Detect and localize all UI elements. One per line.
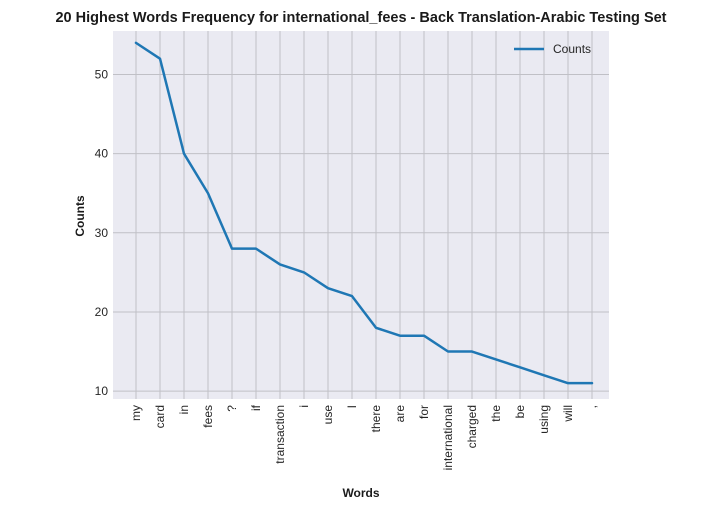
x-tick-label: in bbox=[177, 405, 191, 414]
series-line-counts bbox=[134, 41, 594, 385]
x-tick-label: charged bbox=[465, 405, 479, 448]
x-tick-label: be bbox=[513, 405, 527, 419]
x-tick-label: international bbox=[441, 405, 455, 470]
y-axis-label: Counts bbox=[73, 195, 87, 237]
y-tick-label: 40 bbox=[95, 147, 109, 161]
y-tick-label: 10 bbox=[95, 384, 109, 398]
x-tick-label: , bbox=[585, 405, 599, 408]
plot-area bbox=[113, 31, 609, 399]
y-tick-labels: 10 20 30 40 50 bbox=[95, 68, 109, 399]
x-tick-label: if bbox=[249, 404, 263, 411]
x-tick-label: are bbox=[393, 405, 407, 423]
y-tick-label: 30 bbox=[95, 226, 109, 240]
x-tick-label: there bbox=[369, 405, 383, 433]
grid-layer bbox=[113, 31, 609, 399]
series-layer bbox=[134, 41, 594, 385]
x-tick-label: using bbox=[537, 405, 551, 434]
x-tick-label: use bbox=[321, 405, 335, 425]
x-tick-label: my bbox=[129, 405, 143, 421]
y-tick-label: 50 bbox=[95, 68, 109, 82]
x-tick-label: card bbox=[153, 405, 167, 428]
chart-title: 20 Highest Words Frequency for internati… bbox=[55, 10, 666, 26]
x-tick-label: the bbox=[489, 405, 503, 422]
x-tick-label: I bbox=[345, 405, 359, 408]
x-tick-label: for bbox=[417, 405, 431, 419]
x-tick-label: ? bbox=[225, 405, 239, 412]
legend-label-counts: Counts bbox=[553, 42, 591, 56]
legend: Counts bbox=[514, 42, 591, 56]
y-tick-label: 20 bbox=[95, 305, 109, 319]
x-tick-label: transaction bbox=[273, 405, 287, 464]
x-tick-label: will bbox=[561, 405, 575, 423]
x-tick-label: i bbox=[297, 405, 311, 408]
x-tick-label: fees bbox=[201, 405, 215, 428]
x-axis-label: Words bbox=[342, 486, 379, 500]
